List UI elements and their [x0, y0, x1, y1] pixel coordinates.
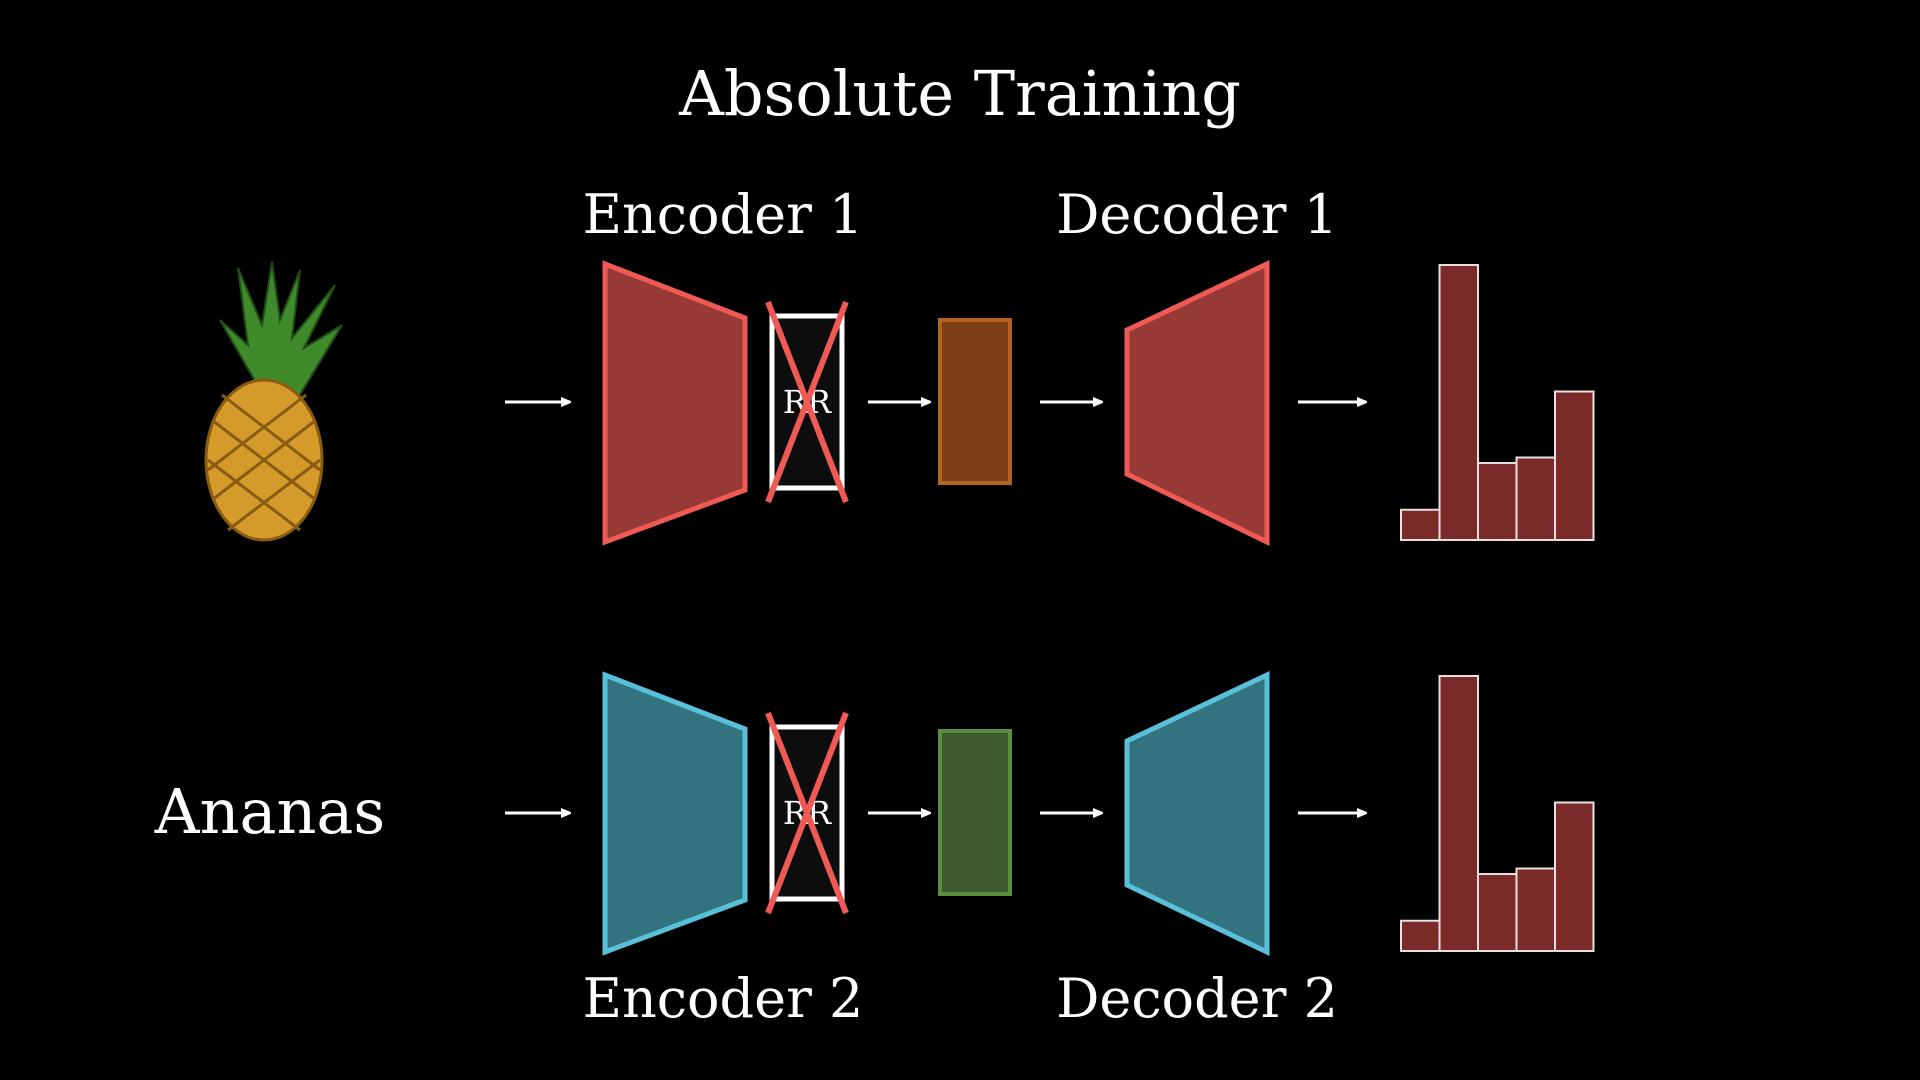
- histogram-bar: [1554, 390, 1595, 541]
- encoder-2-trapezoid: [602, 671, 748, 956]
- input-word: Ananas: [154, 775, 385, 848]
- encoder-1-trapezoid: [602, 260, 748, 546]
- histogram-1: [1400, 264, 1595, 541]
- histogram-bar: [1400, 919, 1441, 952]
- histogram-bar: [1400, 508, 1441, 541]
- pineapple-icon: [204, 261, 343, 542]
- histogram-bar: [1515, 456, 1556, 541]
- histogram-bar: [1554, 801, 1595, 952]
- encoder-1-label: Encoder 1: [583, 183, 864, 246]
- cross-line: [765, 300, 849, 504]
- decoder-2-trapezoid: [1124, 671, 1270, 956]
- rr-block-2: RR: [765, 711, 849, 915]
- decoder-2-label: Decoder 2: [1056, 967, 1338, 1030]
- latent-2: [938, 729, 1012, 896]
- histogram-bar: [1515, 867, 1556, 952]
- histogram-bar: [1477, 462, 1518, 541]
- row-2: Ananas RR Encoder 2 Decoder 2: [154, 671, 1595, 1030]
- decoder-1-label: Decoder 1: [1056, 183, 1338, 246]
- cross-line: [765, 711, 849, 915]
- decoder-1-trapezoid: [1124, 260, 1270, 546]
- row-1: Encoder 1 Decoder 1 RR: [204, 183, 1595, 546]
- histogram-bar: [1438, 264, 1479, 541]
- diagram-title: Absolute Training: [678, 57, 1241, 130]
- histogram-bar: [1438, 675, 1479, 952]
- rr-block-1: RR: [765, 300, 849, 504]
- histogram-2: [1400, 675, 1595, 952]
- encoder-2-label: Encoder 2: [583, 967, 864, 1030]
- latent-1: [938, 318, 1012, 485]
- histogram-bar: [1477, 873, 1518, 952]
